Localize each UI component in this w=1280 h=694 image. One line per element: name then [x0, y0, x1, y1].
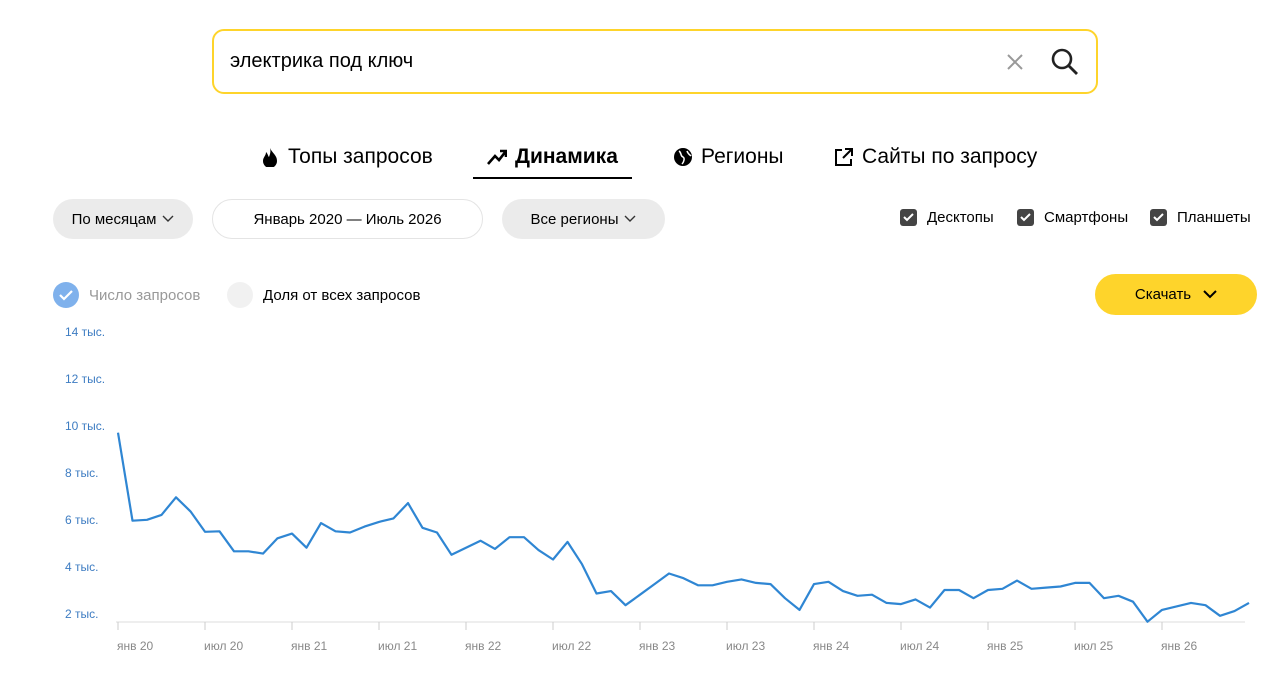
- device-label: Планшеты: [1177, 209, 1251, 226]
- download-label: Скачать: [1134, 286, 1192, 303]
- x-tick-label: июл 24: [900, 639, 939, 653]
- region-select[interactable]: Все регионы: [502, 199, 665, 239]
- x-tick-label: янв 20: [117, 639, 154, 653]
- y-tick-label: 10 тыс.: [65, 419, 105, 433]
- y-tick-label: 14 тыс.: [65, 325, 105, 339]
- series-line: [116, 432, 1250, 623]
- y-tick-label: 4 тыс.: [65, 560, 98, 574]
- y-tick-label: 2 тыс.: [65, 607, 98, 621]
- clear-icon[interactable]: [1006, 53, 1024, 71]
- tab[interactable]: Топы запросов: [260, 145, 433, 177]
- tab[interactable]: Сайты по запросу: [834, 145, 1037, 177]
- search-box[interactable]: электрика под ключ: [212, 29, 1098, 94]
- x-tick-label: янв 23: [639, 639, 676, 653]
- chevron: [1203, 290, 1217, 299]
- tab-icon: [263, 148, 277, 167]
- tab[interactable]: Регионы: [673, 145, 784, 177]
- chevron: [162, 215, 174, 222]
- region-label: Все регионы: [530, 210, 619, 228]
- metric-radio[interactable]: Доля от всех запросов: [227, 282, 420, 308]
- x-tick-label: июл 25: [1074, 639, 1113, 653]
- checkbox: [1150, 209, 1167, 226]
- metric-label: Число запросов: [89, 286, 201, 304]
- tab-icon: [487, 149, 507, 165]
- metric-label: Доля от всех запросов: [263, 286, 421, 304]
- device-checkbox[interactable]: Планшеты: [1150, 209, 1251, 226]
- tab-label: Топы запросов: [288, 145, 433, 168]
- x-tick-label: янв 21: [291, 639, 328, 653]
- period-select[interactable]: По месяцам: [53, 199, 193, 239]
- device-label: Десктопы: [927, 209, 994, 226]
- search-query[interactable]: электрика под ключ: [230, 50, 414, 72]
- device-checkbox[interactable]: Смартфоны: [1017, 209, 1128, 226]
- period-label: По месяцам: [71, 210, 157, 228]
- x-tick-label: янв 25: [987, 639, 1024, 653]
- metric-radio[interactable]: Число запросов: [53, 282, 200, 308]
- y-tick-label: 8 тыс.: [65, 466, 98, 480]
- x-tick-label: янв 26: [1161, 639, 1198, 653]
- tab-label: Регионы: [701, 145, 784, 168]
- checkbox: [900, 209, 917, 226]
- device-label: Смартфоны: [1044, 209, 1129, 226]
- x-tick-label: янв 22: [465, 639, 502, 653]
- tab-icon: [674, 148, 692, 166]
- search-icon[interactable]: [1050, 47, 1080, 77]
- checkbox: [1017, 209, 1034, 226]
- x-tick-label: июл 23: [726, 639, 765, 653]
- y-tick-label: 12 тыс.: [65, 372, 105, 386]
- x-tick-label: июл 21: [378, 639, 417, 653]
- tab-label: Динамика: [515, 145, 618, 168]
- y-tick-label: 6 тыс.: [65, 513, 98, 527]
- chevron: [624, 215, 636, 222]
- x-tick-label: янв 24: [813, 639, 850, 653]
- tab-icon: [835, 148, 853, 166]
- x-tick-label: июл 20: [204, 639, 243, 653]
- x-tick-label: июл 22: [552, 639, 591, 653]
- date-range[interactable]: Январь 2020 — Июль 2026: [212, 199, 483, 239]
- device-checkbox[interactable]: Десктопы: [900, 209, 994, 226]
- download-button[interactable]: Скачать: [1095, 274, 1257, 315]
- radio: [227, 282, 253, 308]
- date-range-label: Январь 2020 — Июль 2026: [253, 210, 442, 228]
- tab-label: Сайты по запросу: [862, 145, 1038, 168]
- tabs: Топы запросов Динамика Регионы Сайты по зап…: [0, 140, 1280, 180]
- radio: [53, 282, 79, 308]
- tab[interactable]: Динамика: [473, 145, 632, 179]
